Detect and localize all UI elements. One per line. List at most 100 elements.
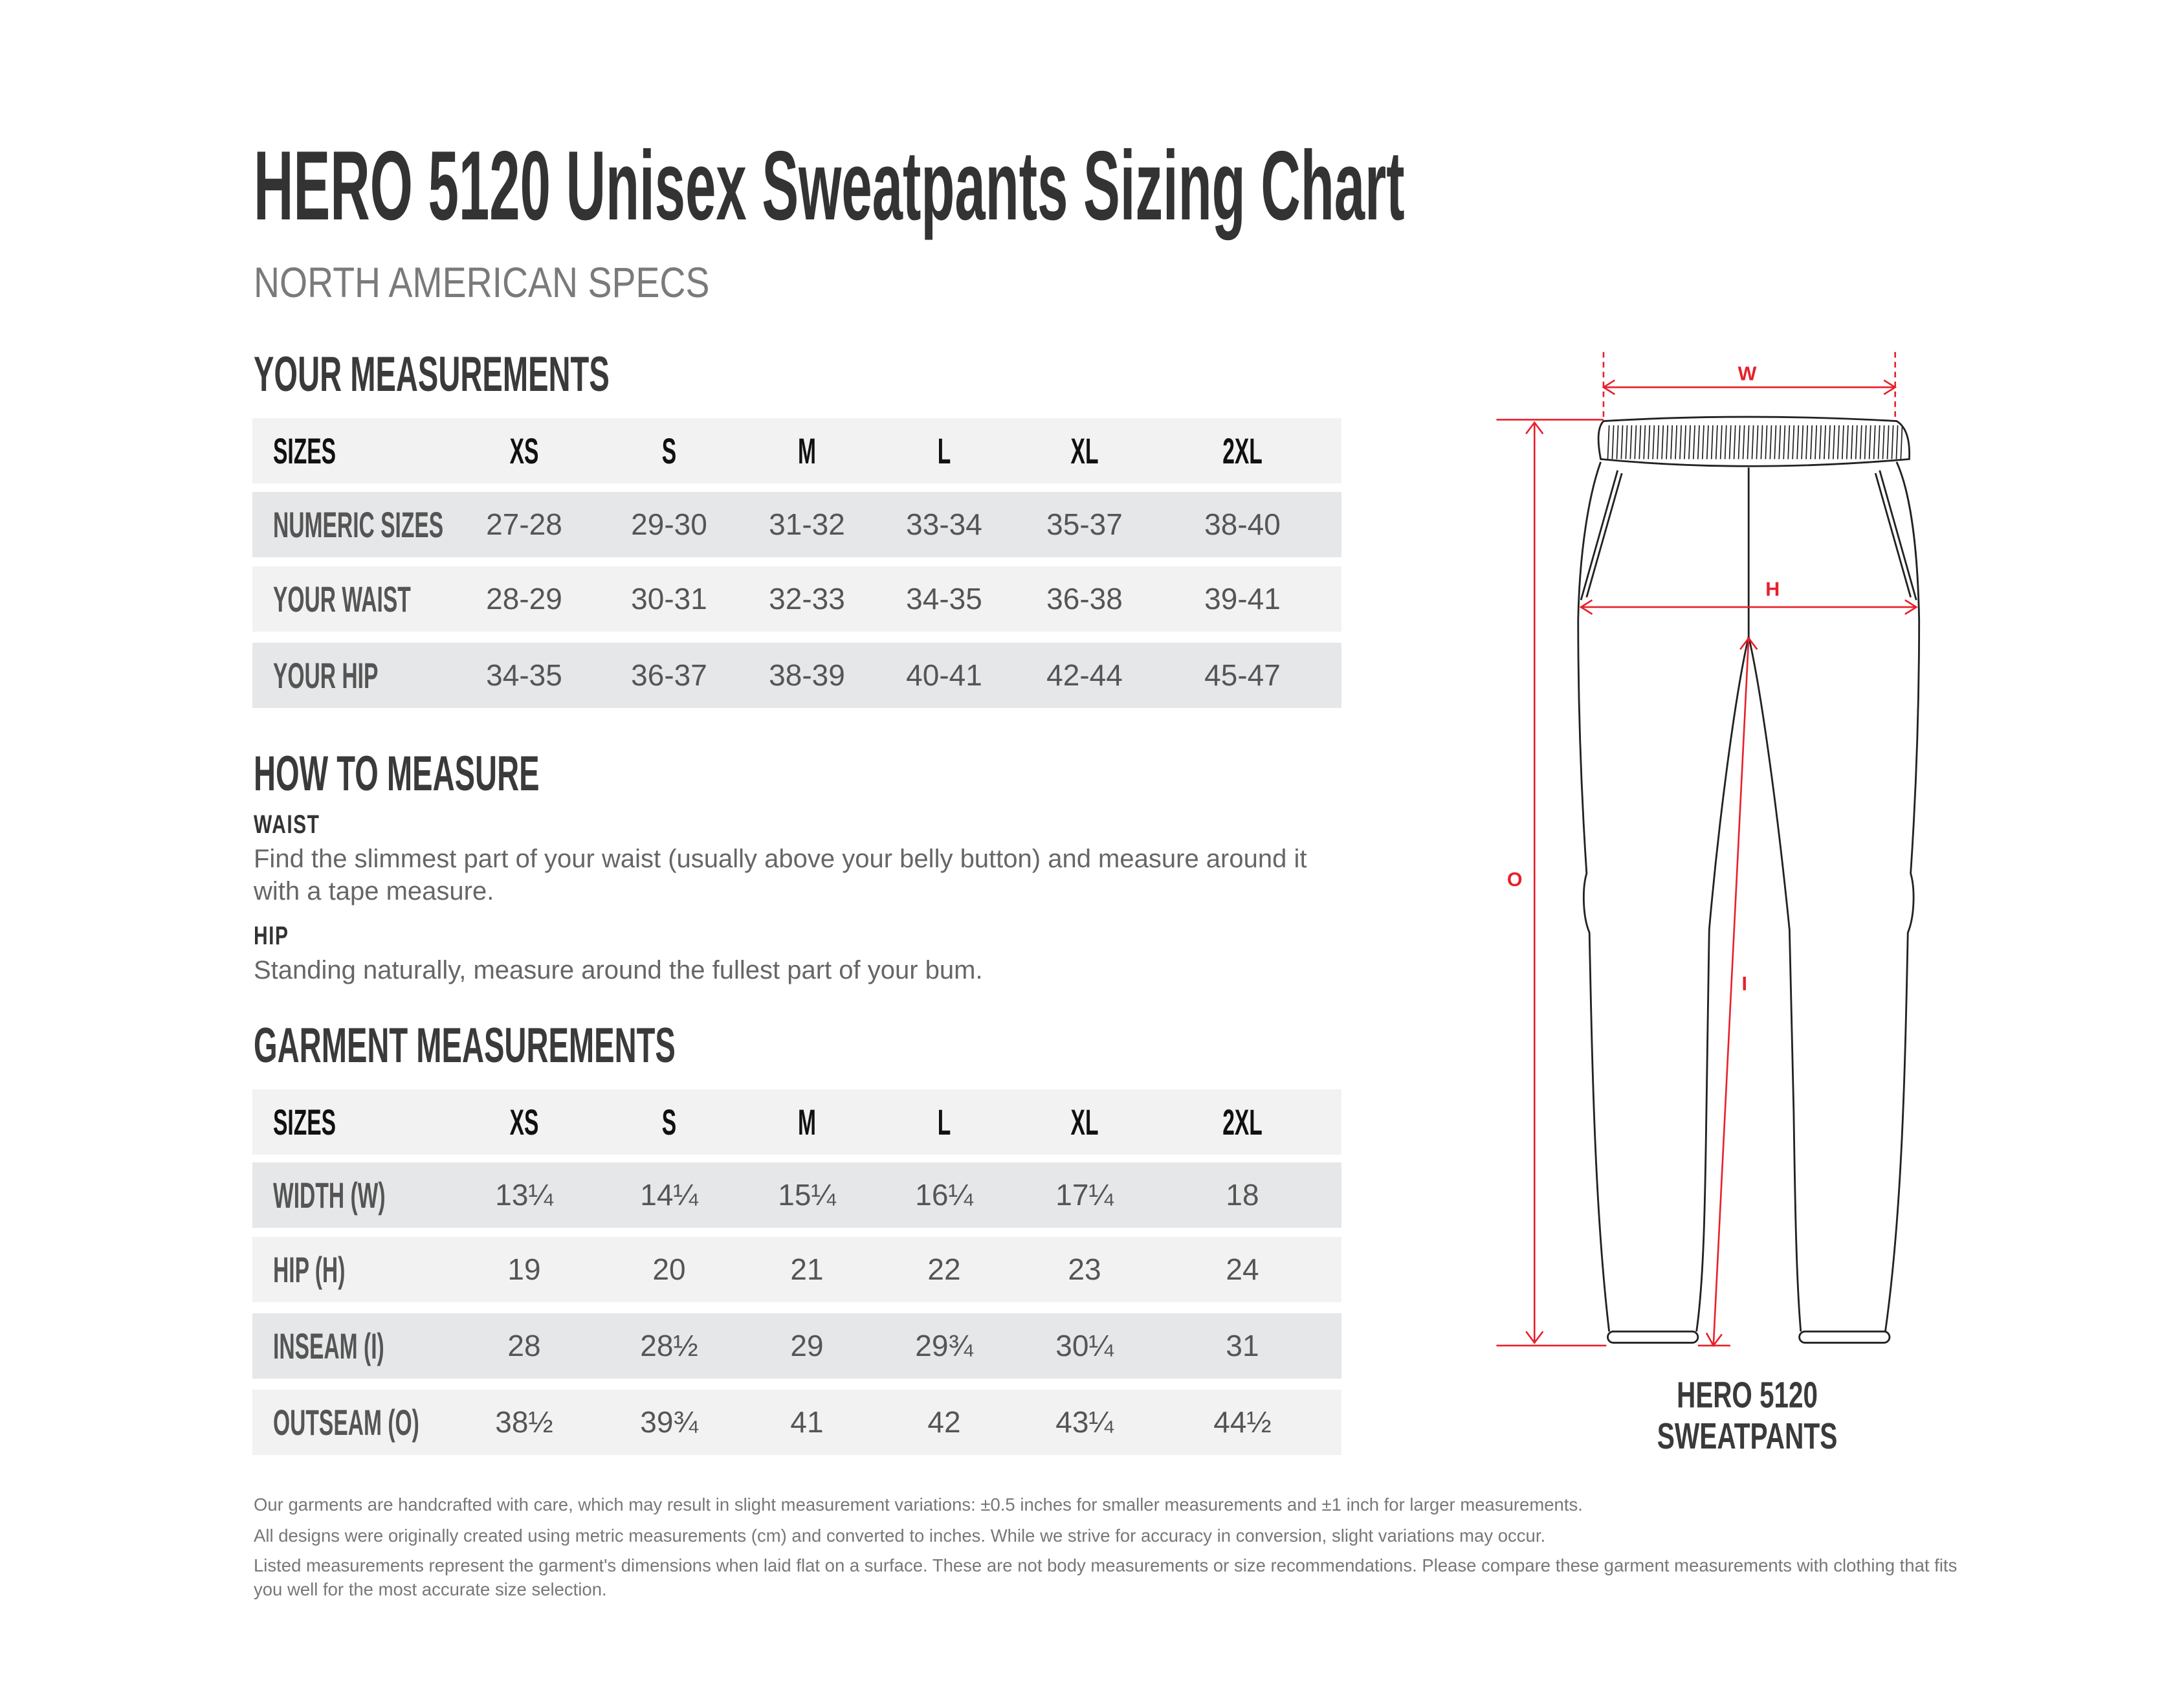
inseam-arrow — [1705, 636, 1758, 1348]
table-cell: 34-35 — [906, 582, 982, 616]
table-header-row: SIZES XS S M L XL 2XL — [252, 1089, 1341, 1155]
table-cell: 24 — [1226, 1252, 1259, 1286]
rib-line — [1710, 425, 1714, 460]
page-title: HERO 5120 Unisex Sweatpants Sizing Chart — [254, 131, 1405, 241]
table-cell: 15¼ — [778, 1178, 836, 1212]
table-row: WIDTH (W) 13¼ 14¼ 15¼ 16¼ 17¼ 18 — [252, 1162, 1341, 1228]
rib-line — [1728, 425, 1732, 460]
rib-line — [1846, 425, 1849, 460]
table-cell: 31-32 — [769, 507, 845, 541]
table-cell: 29¾ — [915, 1329, 973, 1362]
table-cell: 31 — [1226, 1329, 1259, 1362]
table-cell: 42 — [927, 1405, 961, 1439]
rib-line — [1679, 425, 1682, 460]
table-cell: 14¼ — [640, 1178, 698, 1212]
rib-line — [1783, 425, 1786, 460]
column-header: M — [798, 1102, 816, 1142]
left-pocket — [1580, 470, 1623, 601]
rib-line — [1774, 425, 1777, 460]
rib-line — [1747, 425, 1750, 460]
rib-line — [1688, 425, 1691, 460]
hip-arrow — [1579, 599, 1918, 615]
rib-line — [1697, 425, 1700, 460]
rib-line — [1787, 425, 1791, 460]
column-header: XL — [1070, 430, 1099, 471]
table-cell: 29-30 — [631, 507, 707, 541]
table-cell: 29 — [790, 1329, 824, 1362]
row-label: NUMERIC SIZES — [273, 504, 444, 545]
how-to-measure-heading: HOW TO MEASURE — [254, 746, 540, 801]
waist-instructions: Find the slimmest part of your waist (us… — [254, 845, 1307, 905]
table-row: YOUR WAIST 28-29 30-31 32-33 34-35 36-38 39-41 — [252, 566, 1341, 632]
rib-line — [1850, 425, 1853, 460]
table-cell: 39-41 — [1204, 582, 1281, 616]
right-leg-inner — [1747, 636, 1802, 1332]
row-label: INSEAM (I) — [273, 1326, 384, 1366]
left-leg-outer — [1577, 461, 1611, 1332]
table-cell: 36-37 — [631, 658, 707, 692]
rib-line — [1638, 425, 1642, 460]
table-cell: 13¼ — [495, 1178, 553, 1212]
rib-line — [1616, 425, 1619, 460]
rib-line — [1805, 425, 1809, 460]
table-cell: 21 — [790, 1252, 824, 1286]
rib-line — [1620, 425, 1624, 460]
table-cell: 30-31 — [631, 582, 707, 616]
footer-note-1: Our garments are handcrafted with care, … — [254, 1494, 1583, 1515]
table-cell: 41 — [790, 1405, 824, 1439]
column-header: SIZES — [273, 1102, 336, 1142]
rib-line — [1715, 425, 1718, 460]
outseam-guide-lines — [1496, 419, 1730, 1347]
rib-line — [1900, 425, 1903, 460]
rib-line — [1701, 425, 1704, 460]
rib-line — [1648, 425, 1651, 460]
column-header: L — [937, 1102, 951, 1142]
column-header: XS — [509, 1102, 539, 1142]
rib-line — [1837, 425, 1840, 460]
rib-line — [1819, 425, 1822, 460]
rib-line — [1824, 425, 1826, 460]
rib-line — [1751, 425, 1754, 460]
rib-line — [1670, 425, 1673, 460]
hip-label: H — [1765, 579, 1780, 601]
inseam-label: I — [1741, 973, 1747, 995]
rib-line — [1733, 425, 1736, 460]
hip-subheading: HIP — [254, 922, 289, 950]
row-label: OUTSEAM (O) — [273, 1402, 419, 1443]
column-header: SIZES — [273, 430, 336, 471]
rib-line — [1756, 425, 1759, 460]
rib-line — [1742, 425, 1745, 460]
table-cell: 19 — [507, 1252, 541, 1286]
table-cell: 45-47 — [1204, 658, 1281, 692]
rib-line — [1706, 425, 1709, 460]
column-header: XS — [509, 430, 539, 471]
your-measurements-heading: YOUR MEASUREMENTS — [254, 347, 610, 402]
table-cell: 18 — [1226, 1178, 1259, 1212]
hip-instructions: Standing naturally, measure around the f… — [254, 956, 983, 984]
rib-line — [1859, 425, 1862, 460]
rib-line — [1684, 425, 1686, 460]
diagram-caption-line2: SWEATPANTS — [1657, 1416, 1838, 1456]
table-cell: 44½ — [1213, 1405, 1272, 1439]
row-label: YOUR HIP — [273, 655, 379, 696]
rib-line — [1675, 425, 1678, 460]
rib-line — [1868, 425, 1871, 460]
rib-line — [1629, 425, 1633, 460]
rib-line — [1895, 425, 1899, 460]
rib-line — [1769, 425, 1772, 460]
column-header: 2XL — [1222, 430, 1263, 471]
rib-line — [1877, 425, 1881, 460]
waistband-ribbing — [1607, 425, 1903, 460]
column-header: S — [661, 1102, 677, 1142]
measurement-guides — [1496, 351, 1918, 1348]
rib-line — [1643, 425, 1646, 460]
rib-line — [1661, 425, 1664, 460]
waistband — [1597, 416, 1911, 467]
table-cell: 38-40 — [1204, 507, 1281, 541]
table-row: YOUR HIP 34-35 36-37 38-39 40-41 42-44 45-47 — [252, 643, 1341, 708]
column-header: M — [798, 430, 816, 471]
table-cell: 16¼ — [915, 1178, 973, 1212]
table-cell: 22 — [927, 1252, 961, 1286]
table-row: OUTSEAM (O) 38½ 39¾ 41 42 43¼ 44½ — [252, 1390, 1341, 1455]
row-label: YOUR WAIST — [273, 579, 411, 619]
